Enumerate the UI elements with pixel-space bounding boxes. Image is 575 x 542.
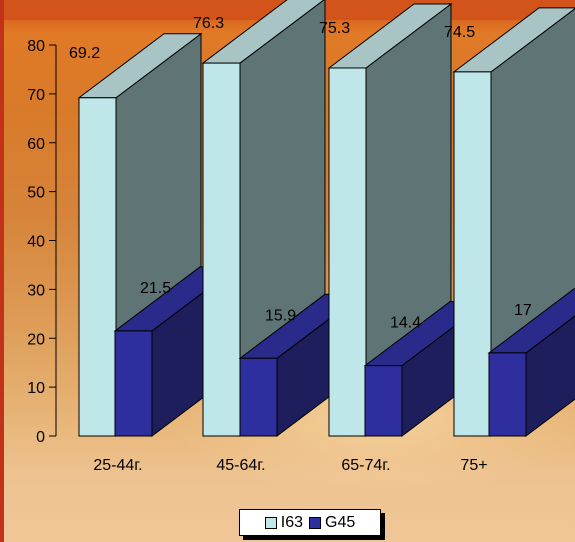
legend-item-i63: I63 [264,513,303,532]
legend-label-i63: I63 [280,513,303,531]
data-label-g45-2: 15.9 [265,307,296,324]
x-tick-label-1: 25-44г. [93,457,142,474]
data-label-i63-3: 75.3 [319,20,350,37]
bar-i63-2 [202,62,241,437]
bar-g45-4 [488,352,527,437]
bar-g45-3 [364,365,403,437]
y-tick-label-20: 20 [27,331,45,348]
left-edge [0,0,4,542]
data-label-g45-1: 21.5 [140,280,171,297]
bar-g45-2 [239,357,278,437]
y-tick-label-10: 10 [27,380,45,397]
bar-i63-4 [453,71,492,437]
y-tick-label-30: 30 [27,282,45,299]
y-tick-label-80: 80 [27,38,45,55]
x-tick-label-3: 65-74г. [341,457,390,474]
y-tick-label-60: 60 [27,136,45,153]
legend-swatch-g45 [309,516,321,529]
legend-swatch-i63 [264,516,277,529]
bar-i63-1 [78,97,117,437]
y-tick-label-40: 40 [27,234,45,251]
y-tick-label-70: 70 [27,87,45,104]
data-label-i63-1: 69.2 [69,45,100,62]
data-label-i63-2: 76.3 [193,15,224,32]
x-tick-label-2: 45-64г. [216,457,265,474]
data-label-i63-4: 74.5 [444,24,475,41]
y-tick-label-0: 0 [36,429,45,446]
data-label-g45-3: 14.4 [390,315,421,332]
legend-label-g45: G45 [325,513,356,531]
x-tick-label-4: 75+ [460,457,487,474]
legend-item-g45: G45 [309,514,355,532]
bar-g45-1 [114,330,153,437]
bar-i63-3 [328,67,367,437]
data-label-g45-4: 17 [514,302,532,319]
y-tick-label-50: 50 [27,185,45,202]
legend: I63 G45 [239,509,381,536]
